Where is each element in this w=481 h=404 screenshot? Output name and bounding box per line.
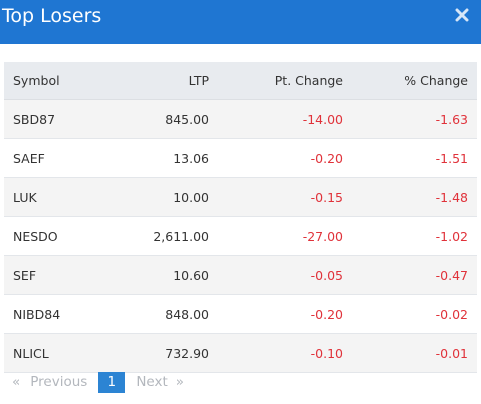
cell-pct-change: -0.02 [352,294,477,334]
cell-symbol: NIBD84 [4,294,114,334]
cell-ltp: 10.00 [114,177,218,217]
cell-pct-change: -0.47 [352,255,477,295]
cell-ltp: 848.00 [114,294,218,334]
table-row: SEF 10.60 -0.05 -0.47 [4,255,477,295]
header-symbol: Symbol [4,62,114,100]
cell-pt-change: -0.20 [218,294,352,334]
pagination-first-arrow[interactable]: « [12,374,21,390]
cell-pt-change: -0.05 [218,255,352,295]
header-ltp: LTP [114,62,218,100]
cell-pt-change: -27.00 [218,216,352,256]
cell-ltp: 845.00 [114,99,218,139]
cell-symbol: SEF [4,255,114,295]
cell-pt-change: -0.10 [218,333,352,373]
cell-symbol: SBD87 [4,99,114,139]
cell-pt-change: -0.15 [218,177,352,217]
pagination-current-page[interactable]: 1 [98,372,126,393]
close-icon[interactable] [451,4,473,26]
pagination-next[interactable]: Next [136,374,168,390]
cell-pct-change: -1.02 [352,216,477,256]
cell-ltp: 10.60 [114,255,218,295]
header-pct-change: % Change [352,62,477,100]
cell-symbol: NESDO [4,216,114,256]
pagination: « Previous 1 Next » [4,372,184,393]
table-row: SBD87 845.00 -14.00 -1.63 [4,99,477,139]
table-row: NIBD84 848.00 -0.20 -0.02 [4,294,477,334]
close-icon-glyph [455,8,469,22]
table-row: NESDO 2,611.00 -27.00 -1.02 [4,216,477,256]
cell-pct-change: -1.51 [352,138,477,178]
cell-pt-change: -0.20 [218,138,352,178]
cell-ltp: 2,611.00 [114,216,218,256]
pagination-last-arrow[interactable]: » [175,374,185,390]
table-row: SAEF 13.06 -0.20 -1.51 [4,138,477,178]
modal-header: Top Losers [0,0,481,44]
cell-ltp: 13.06 [114,138,218,178]
top-losers-table: Symbol LTP Pt. Change % Change SBD87 845… [4,62,477,373]
cell-symbol: SAEF [4,138,114,178]
pagination-previous[interactable]: Previous [30,374,88,390]
cell-pt-change: -14.00 [218,99,352,139]
table-row: LUK 10.00 -0.15 -1.48 [4,177,477,217]
cell-symbol: LUK [4,177,114,217]
cell-symbol: NLICL [4,333,114,373]
header-pt-change: Pt. Change [218,62,352,100]
cell-pct-change: -1.48 [352,177,477,217]
cell-pct-change: -0.01 [352,333,477,373]
cell-pct-change: -1.63 [352,99,477,139]
table-row: NLICL 732.90 -0.10 -0.01 [4,333,477,373]
cell-ltp: 732.90 [114,333,218,373]
table-header-row: Symbol LTP Pt. Change % Change [4,62,477,100]
modal-title: Top Losers [2,5,102,27]
